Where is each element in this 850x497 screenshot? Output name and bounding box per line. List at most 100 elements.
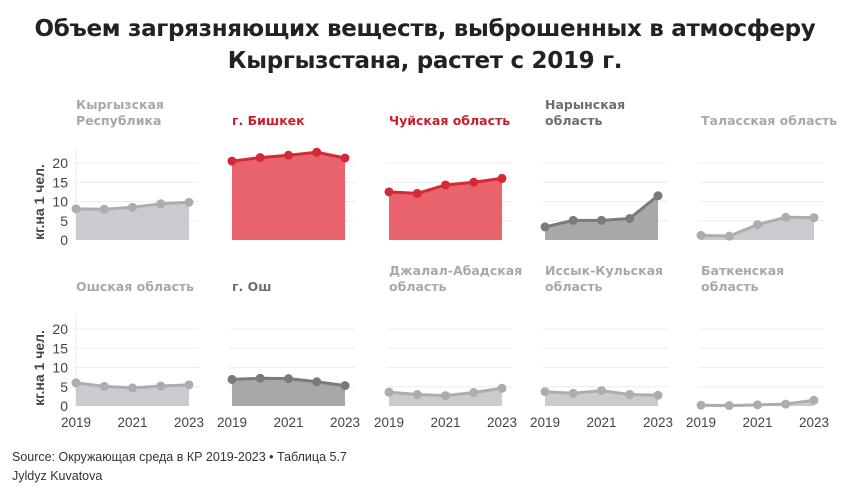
data-point [284,374,293,384]
panel-title: Ошская область [76,279,194,294]
panel-title: г. Ош [232,279,272,294]
data-point [128,383,137,393]
data-point [284,150,293,160]
data-point [312,377,322,387]
x-tick-label: 2023 [799,415,829,430]
area-fill [232,152,345,240]
data-point [497,383,507,393]
x-tick-label: 2019 [530,415,560,430]
panel-title: Джалал-Абадская [389,263,522,278]
data-point [653,191,663,201]
data-point [540,387,550,397]
data-point [809,213,819,223]
y-tick-label: 5 [60,213,68,229]
data-point [696,230,706,240]
panel-title: область [701,279,759,294]
data-point [809,395,819,405]
x-tick-label: 2023 [643,415,673,430]
chart-title-line1: Объем загрязняющих веществ, выброшенных … [34,16,816,42]
x-tick-label: 2021 [586,415,616,430]
data-point [156,381,166,391]
x-tick-label: 2021 [117,415,147,430]
data-point [128,202,137,212]
chart-title-line2: Кыргызстана, растет с 2019 г. [227,48,623,74]
data-point [255,373,265,383]
data-point [384,387,394,397]
data-point [99,204,109,214]
x-tick-label: 2019 [686,415,716,430]
x-tick-label: 2019 [61,415,91,430]
y-tick-label: 10 [52,194,68,210]
data-point [469,388,479,398]
data-point [724,231,734,241]
data-point [441,391,450,401]
y-axis-label: кг.на 1 чел. [31,330,47,406]
data-point [625,213,635,223]
panel-title: Иссык-Кульская [545,263,663,278]
area-fill [545,195,658,240]
x-tick-label: 2023 [487,415,517,430]
y-tick-label: 20 [52,155,68,171]
data-point [753,400,762,410]
data-point [441,180,450,190]
y-tick-label: 20 [52,321,68,337]
data-point [724,401,734,411]
x-tick-label: 2023 [174,415,204,430]
panel-title: Таласская область [701,113,837,128]
author-credit: Jyldyz Kuvatova [12,469,103,483]
x-tick-label: 2021 [430,415,460,430]
panel-title: область [545,113,603,128]
y-tick-label: 0 [60,232,68,248]
data-point [568,215,578,225]
data-point [653,390,663,400]
data-point [340,153,350,163]
panel-title: г. Бишкек [232,113,305,128]
panel-title: Республика [76,113,161,128]
data-point [156,199,166,209]
data-point [99,381,109,391]
y-tick-label: 10 [52,360,68,376]
data-point [312,147,322,157]
data-point [781,399,791,409]
panel-title: Кыргызская [76,97,164,112]
data-point [568,388,578,398]
data-point [597,215,606,225]
data-point [753,220,762,230]
data-point [412,389,422,399]
panel-title: Нарынская [545,97,625,112]
data-point [412,188,422,198]
y-tick-label: 15 [52,340,68,356]
x-tick-label: 2019 [217,415,247,430]
x-tick-label: 2021 [273,415,303,430]
data-point [184,380,194,390]
panel-title: Чуйская область [389,113,510,128]
y-tick-label: 0 [60,398,68,414]
data-point [184,197,194,207]
data-point [227,156,237,166]
y-tick-label: 15 [52,174,68,190]
data-point [696,400,706,410]
data-point [340,381,350,391]
data-point [469,177,479,187]
source-note: Source: Окружающая среда в КР 2019-2023 … [12,450,347,464]
y-tick-label: 5 [60,379,68,395]
data-point [497,173,507,183]
data-point [255,153,265,163]
x-tick-label: 2023 [330,415,360,430]
panel-title: Баткенская [701,263,784,278]
data-point [384,187,394,197]
data-point [540,222,550,232]
data-point [625,389,635,399]
data-point [597,386,606,396]
data-point [71,378,81,388]
data-point [227,374,237,384]
x-tick-label: 2019 [374,415,404,430]
x-tick-label: 2021 [742,415,772,430]
data-point [71,204,81,214]
panel-title: область [545,279,603,294]
y-axis-label: кг.на 1 чел. [31,164,47,240]
data-point [781,212,791,222]
panel-title: область [389,279,447,294]
